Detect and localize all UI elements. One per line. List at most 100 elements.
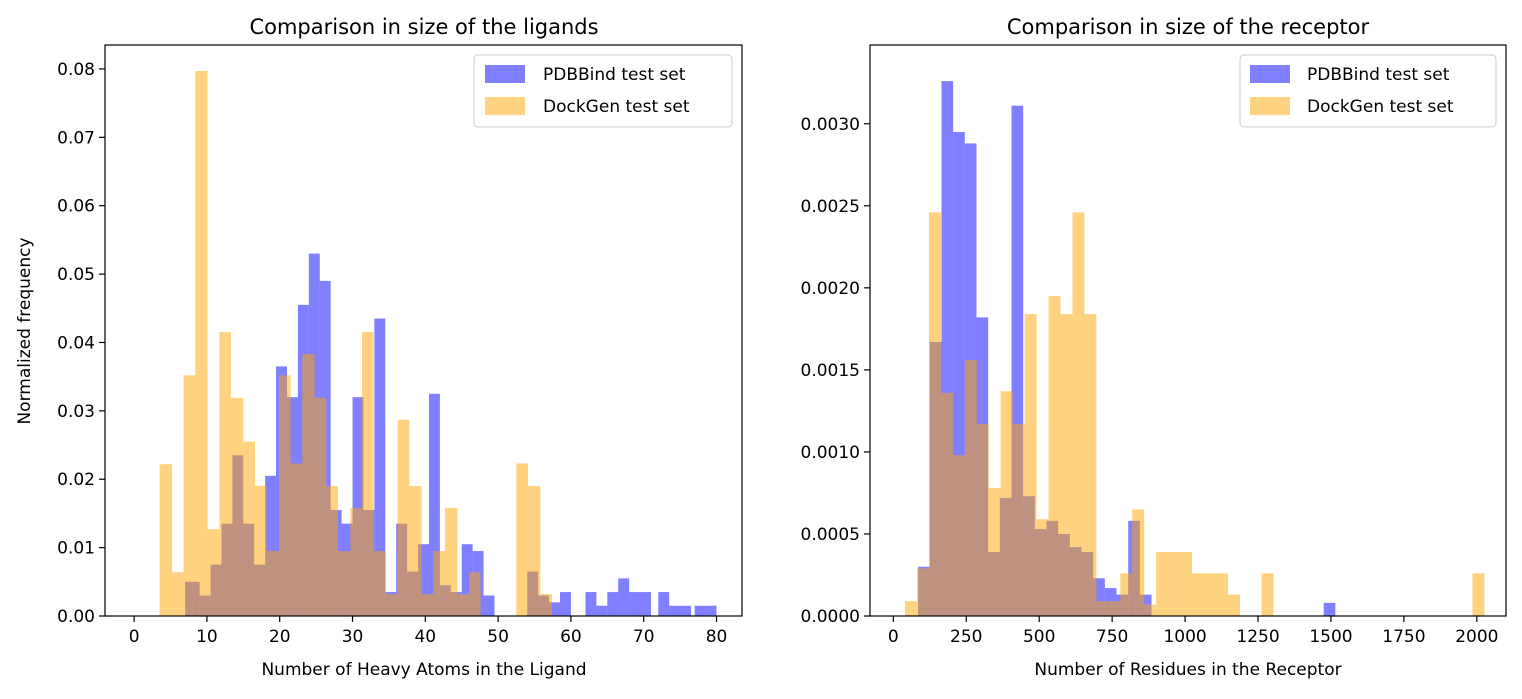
dockgen-histogram-bar	[527, 486, 541, 616]
dockgen-histogram-bar	[1472, 573, 1485, 616]
y-axis-label: Normalized frequency	[15, 237, 35, 424]
y-tick-label: 0.04	[57, 333, 95, 353]
pdbbind-histogram-bar	[658, 592, 670, 616]
y-tick-label: 0.02	[57, 470, 95, 490]
dockgen-histogram-bar	[254, 486, 267, 616]
y-tick-label: 0.0030	[801, 115, 860, 135]
dockgen-histogram-bar	[1156, 552, 1169, 616]
y-tick-label: 0.0025	[801, 197, 860, 217]
y-tick-label: 0.0020	[801, 279, 860, 299]
dockgen-histogram-bar	[421, 594, 434, 616]
pdbbind-histogram-bar	[640, 592, 651, 616]
pdbbind-histogram-bar	[461, 544, 473, 616]
dockgen-histogram-bar	[928, 212, 941, 617]
dockgen-histogram-bar	[314, 397, 327, 616]
dockgen-histogram-bar	[350, 507, 362, 616]
dockgen-histogram-bar	[219, 332, 231, 616]
pdbbind-histogram-bar	[669, 605, 681, 616]
dockgen-histogram-bar	[469, 572, 481, 616]
dockgen-histogram-bar	[326, 486, 338, 616]
x-tick-label: 1250	[1236, 627, 1279, 647]
dockgen-histogram-bar	[1108, 601, 1121, 616]
dockgen-histogram-bar	[1072, 212, 1085, 617]
ligand-size-chart: Comparison in size of the ligands 0 10 20 3…	[15, 15, 743, 680]
y-tick-label: 0.08	[57, 60, 95, 80]
dockgen-histogram-bar	[230, 397, 244, 616]
y-tick-label: 0.03	[57, 402, 95, 422]
dockgen-histogram-bar	[1024, 314, 1037, 616]
dockgen-histogram-bar	[302, 354, 315, 616]
pdbbind-histogram-bar	[483, 595, 495, 616]
legend-swatch-dockgen	[485, 97, 525, 115]
x-tick-label: 2000	[1455, 627, 1498, 647]
x-tick-label: 50	[487, 627, 509, 647]
dockgen-histogram-bar	[976, 424, 989, 616]
y-axis-ticks: 0.00 0.01 0.02 0.03 0.04 0.05 0.06 0.07 0.08	[57, 60, 105, 627]
dockgen-histogram-bar	[988, 488, 1001, 616]
pdbbind-histogram-bar	[560, 592, 571, 616]
x-axis-ticks: 0 10 20 30 40 50 60 70 80	[129, 616, 728, 647]
pdbbind-histogram-bar	[374, 318, 386, 616]
legend-box	[473, 54, 733, 128]
pdbbind-histogram-bar	[694, 605, 706, 616]
pdbbind-histogram-bar	[629, 592, 641, 616]
pdbbind-histogram-bar	[1093, 578, 1105, 616]
pdbbind-histogram-bar	[941, 81, 954, 616]
pdbbind-histogram-bar	[418, 544, 429, 616]
dockgen-histogram-bar	[243, 441, 255, 616]
y-tick-label: 0.06	[57, 197, 95, 217]
legend-label-dockgen: DockGen test set	[1307, 97, 1454, 117]
dockgen-histogram-bar	[1036, 519, 1049, 616]
x-axis-ticks: 0 250 500 750 1000 1250 1500 1750 2000	[888, 616, 1498, 647]
dockgen-histogram-bar	[1000, 391, 1013, 616]
dockgen-histogram-bar	[1132, 509, 1145, 616]
dockgen-histogram-bar	[409, 486, 422, 616]
dockgen-histogram-bar	[290, 463, 303, 616]
legend-label-pdbbind: PDBBind test set	[543, 65, 686, 85]
dockgen-histogram-bar	[1180, 552, 1193, 616]
x-axis-label: Number of Residues in the Receptor	[1034, 660, 1341, 680]
x-tick-label: 1500	[1309, 627, 1352, 647]
dockgen-histogram-bar	[397, 419, 410, 616]
dockgen-histogram-bar	[1192, 573, 1205, 616]
x-tick-label: 80	[706, 627, 728, 647]
pdbbind-histogram-bar	[1011, 105, 1024, 616]
dockgen-histogram-bar	[1144, 604, 1157, 616]
bars	[905, 81, 1485, 617]
dockgen-histogram-bar	[1216, 573, 1228, 616]
dockgen-histogram-bar	[1096, 601, 1109, 616]
dockgen-histogram-bar	[1168, 552, 1181, 616]
y-tick-label: 0.00	[57, 607, 95, 627]
dockgen-histogram-bar	[1204, 573, 1217, 616]
pdbbind-histogram-bar	[1323, 602, 1336, 616]
dockgen-histogram-bar	[171, 572, 184, 616]
dockgen-histogram-bar	[1060, 314, 1073, 616]
dockgen-histogram-bar	[207, 529, 220, 616]
dockgen-histogram-bar	[964, 360, 977, 616]
legend: PDBBind test set DockGen test set	[473, 54, 733, 128]
dockgen-histogram-bar	[905, 601, 917, 616]
dockgen-histogram-bar	[159, 464, 172, 616]
pdbbind-histogram-bar	[585, 592, 597, 616]
y-tick-label: 0.0005	[801, 525, 860, 545]
dockgen-histogram-bar	[916, 568, 929, 616]
pdbbind-histogram-bar	[549, 602, 560, 616]
receptor-size-chart: Comparison in size of the receptor 0 250 5…	[801, 15, 1507, 680]
x-tick-label: 1000	[1163, 627, 1206, 647]
legend: PDBBind test set DockGen test set	[1239, 54, 1497, 128]
dockgen-histogram-bar	[337, 551, 351, 616]
dockgen-histogram-bar	[1227, 594, 1240, 616]
dockgen-histogram-bar	[1261, 573, 1274, 616]
dockgen-histogram-bar	[1048, 296, 1061, 616]
x-tick-label: 1750	[1382, 627, 1425, 647]
dockgen-histogram-bar	[1084, 314, 1097, 616]
y-tick-label: 0.01	[57, 539, 95, 559]
x-tick-label: 70	[633, 627, 655, 647]
pdbbind-histogram-bar	[680, 605, 692, 616]
dockgen-histogram-bar	[195, 70, 208, 617]
y-tick-label: 0.0000	[801, 607, 860, 627]
dockgen-histogram-bar	[540, 594, 552, 616]
dockgen-histogram-bar	[1012, 424, 1025, 616]
chart-title: Comparison in size of the ligands	[249, 15, 598, 39]
